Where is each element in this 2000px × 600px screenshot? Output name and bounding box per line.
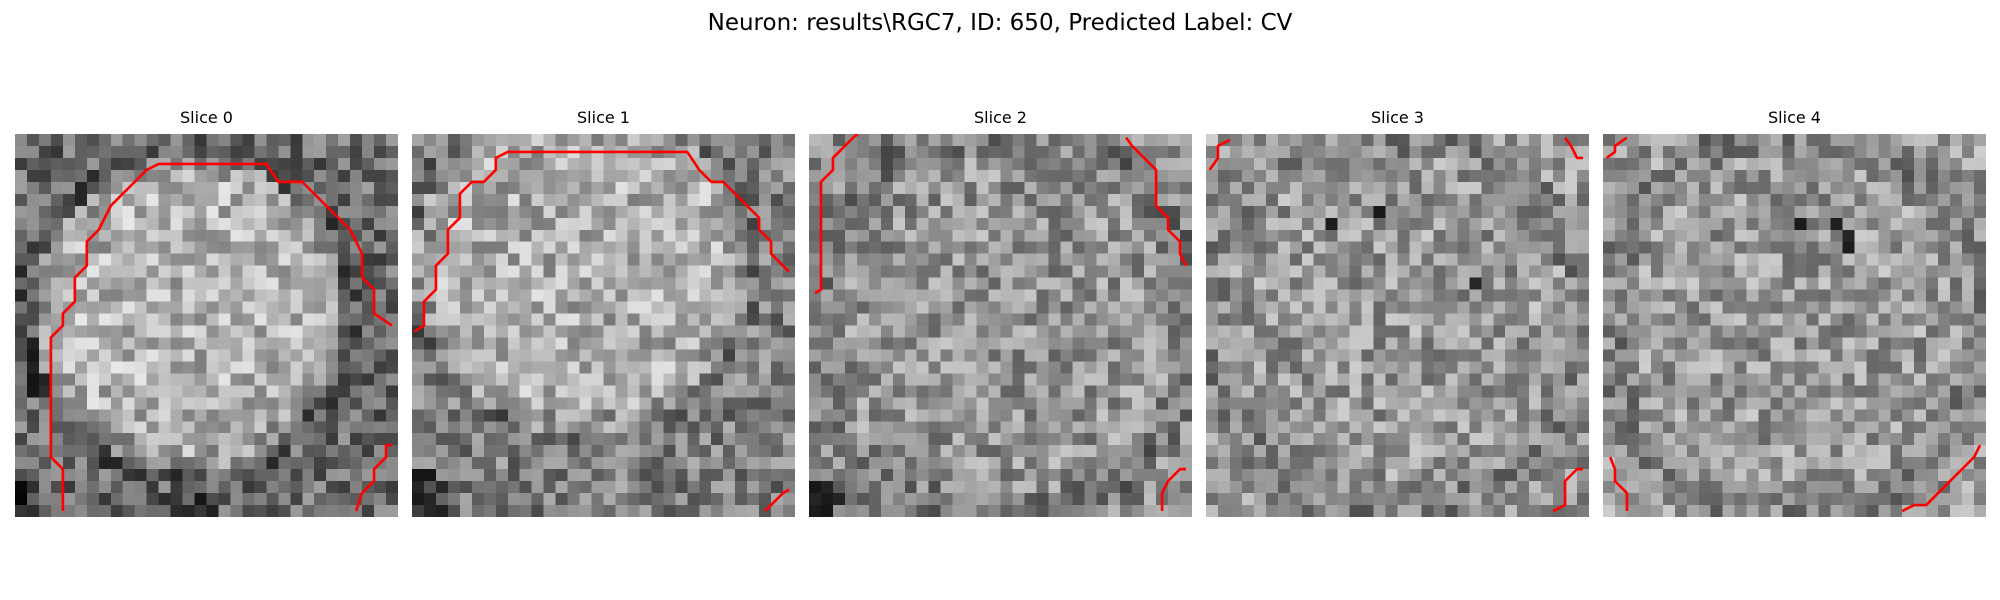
slice-panel-0: Slice 0 — [15, 108, 398, 518]
contour-line-3-1 — [1563, 136, 1584, 160]
contour-line-0-1 — [354, 443, 393, 512]
slice-title-3: Slice 3 — [1371, 108, 1424, 127]
slice-image-0 — [15, 134, 398, 517]
contour-line-4-1 — [1608, 456, 1629, 512]
slice-panel-4: Slice 4 — [1603, 108, 1986, 518]
slice-panel-3: Slice 3 — [1206, 108, 1589, 518]
contour-line-2-1 — [1125, 136, 1188, 267]
contour-line-0-0 — [49, 162, 393, 512]
slice-image-1 — [412, 134, 795, 517]
slice-title-2: Slice 2 — [974, 108, 1027, 127]
slice-title-1: Slice 1 — [577, 108, 630, 127]
slice-image-2 — [809, 134, 1192, 517]
contour-line-2-2 — [1160, 467, 1187, 512]
contour-line-4-0 — [1605, 136, 1628, 160]
slice-panel-1: Slice 1 — [412, 108, 795, 518]
contour-line-3-2 — [1552, 467, 1584, 513]
contour-line-1-0 — [413, 150, 790, 333]
contour-line-2-0 — [814, 134, 859, 295]
slice-image-4 — [1603, 134, 1986, 517]
slice-title-0: Slice 0 — [180, 108, 233, 127]
slice-panel-2: Slice 2 — [809, 108, 1192, 518]
contour-line-1-1 — [764, 488, 790, 512]
slice-title-4: Slice 4 — [1768, 108, 1821, 127]
contour-line-3-0 — [1208, 138, 1231, 171]
slice-image-3 — [1206, 134, 1589, 517]
contour-line-4-2 — [1901, 444, 1982, 513]
figure-title: Neuron: results\RGC7, ID: 650, Predicted… — [707, 10, 1293, 36]
